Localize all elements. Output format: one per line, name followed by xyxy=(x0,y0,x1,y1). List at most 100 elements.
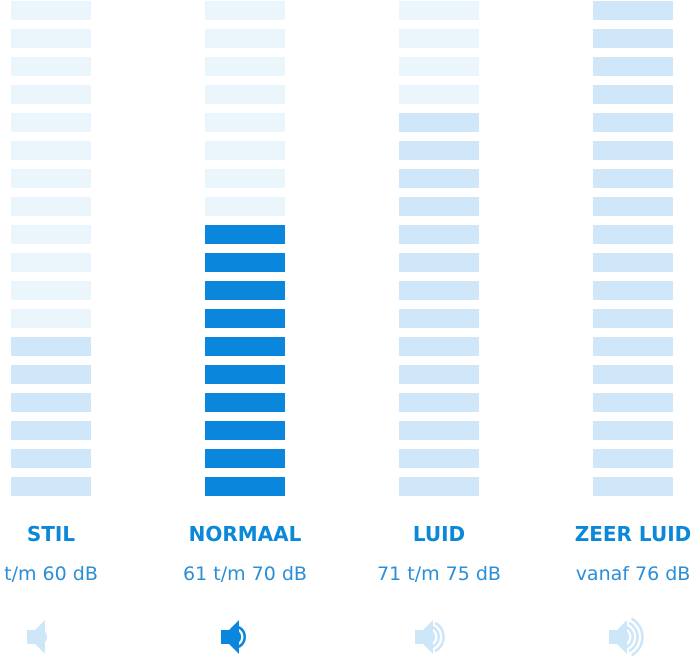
level-bar xyxy=(11,365,91,384)
level-bar xyxy=(205,477,285,496)
level-bar xyxy=(399,57,479,76)
level-bar xyxy=(399,393,479,412)
level-bar xyxy=(205,57,285,76)
level-bar xyxy=(399,85,479,104)
level-bar xyxy=(593,225,673,244)
level-column: ZEER LUID vanaf 76 dB xyxy=(575,1,692,656)
level-column: STIL t/m 60 dB xyxy=(4,1,98,654)
level-bar xyxy=(11,85,91,104)
level-bar xyxy=(399,337,479,356)
sound-wave xyxy=(238,626,246,648)
level-bar xyxy=(399,449,479,468)
level-bar xyxy=(593,169,673,188)
level-bar xyxy=(593,85,673,104)
level-bar xyxy=(593,281,673,300)
level-bar xyxy=(11,309,91,328)
level-range: vanaf 76 dB xyxy=(576,563,691,585)
speaker-icon xyxy=(415,620,433,654)
level-bar xyxy=(205,253,285,272)
level-bar xyxy=(11,141,91,160)
level-bar xyxy=(399,365,479,384)
level-bar xyxy=(399,169,479,188)
level-bar xyxy=(11,169,91,188)
level-bar xyxy=(593,337,673,356)
level-bar xyxy=(593,449,673,468)
sound-wave xyxy=(626,626,634,648)
level-bar xyxy=(593,197,673,216)
sound-wave xyxy=(429,630,436,644)
level-bar xyxy=(11,197,91,216)
level-bar xyxy=(205,449,285,468)
level-range: t/m 60 dB xyxy=(4,563,98,585)
level-bar xyxy=(593,1,673,20)
level-bar xyxy=(399,253,479,272)
level-bar xyxy=(11,477,91,496)
speaker-icon xyxy=(609,620,627,654)
level-bar xyxy=(11,1,91,20)
level-bar xyxy=(11,225,91,244)
level-bar xyxy=(593,365,673,384)
level-bar xyxy=(205,85,285,104)
level-bar xyxy=(399,197,479,216)
level-bar xyxy=(593,477,673,496)
sound-wave xyxy=(434,622,445,652)
level-bar xyxy=(205,197,285,216)
level-bar xyxy=(11,253,91,272)
level-bar xyxy=(11,57,91,76)
level-column: LUID 71 t/m 75 dB xyxy=(377,1,501,654)
level-bar xyxy=(399,1,479,20)
level-bar xyxy=(205,365,285,384)
level-bar xyxy=(593,29,673,48)
sound-wave xyxy=(623,630,630,644)
level-title: LUID xyxy=(413,522,465,546)
level-bar xyxy=(205,113,285,132)
level-bar xyxy=(399,141,479,160)
level-bar xyxy=(11,113,91,132)
level-bar xyxy=(205,1,285,20)
level-bar xyxy=(11,421,91,440)
level-title: ZEER LUID xyxy=(575,522,692,546)
level-bar xyxy=(205,421,285,440)
sound-wave xyxy=(235,630,242,644)
level-bar xyxy=(205,141,285,160)
level-bar xyxy=(11,281,91,300)
level-bar xyxy=(399,29,479,48)
level-title: NORMAAL xyxy=(189,522,302,546)
level-range: 71 t/m 75 dB xyxy=(377,563,501,585)
sound-wave xyxy=(432,626,440,648)
level-bar xyxy=(593,309,673,328)
level-title: STIL xyxy=(27,522,75,546)
level-bar xyxy=(399,309,479,328)
level-bar xyxy=(399,281,479,300)
level-bar xyxy=(11,29,91,48)
level-bar xyxy=(205,169,285,188)
level-bar xyxy=(593,141,673,160)
speaker-icon xyxy=(27,620,45,654)
level-bar xyxy=(593,113,673,132)
level-bar xyxy=(11,393,91,412)
sound-wave xyxy=(41,630,48,644)
level-bar xyxy=(205,393,285,412)
speaker-icon xyxy=(221,620,239,654)
level-bar xyxy=(593,57,673,76)
level-bar xyxy=(11,449,91,468)
sound-wave xyxy=(628,622,639,652)
sound-wave xyxy=(631,617,644,656)
level-bar xyxy=(205,337,285,356)
level-bar xyxy=(593,421,673,440)
level-bar xyxy=(399,421,479,440)
level-bar xyxy=(593,393,673,412)
level-bar xyxy=(205,225,285,244)
level-bar xyxy=(205,29,285,48)
level-range: 61 t/m 70 dB xyxy=(183,563,307,585)
level-bar xyxy=(11,337,91,356)
level-column: NORMAAL 61 t/m 70 dB xyxy=(183,1,307,654)
level-bar xyxy=(205,309,285,328)
level-bar xyxy=(399,225,479,244)
level-bar xyxy=(399,477,479,496)
level-bar xyxy=(205,281,285,300)
level-bar xyxy=(399,113,479,132)
level-bar xyxy=(593,253,673,272)
